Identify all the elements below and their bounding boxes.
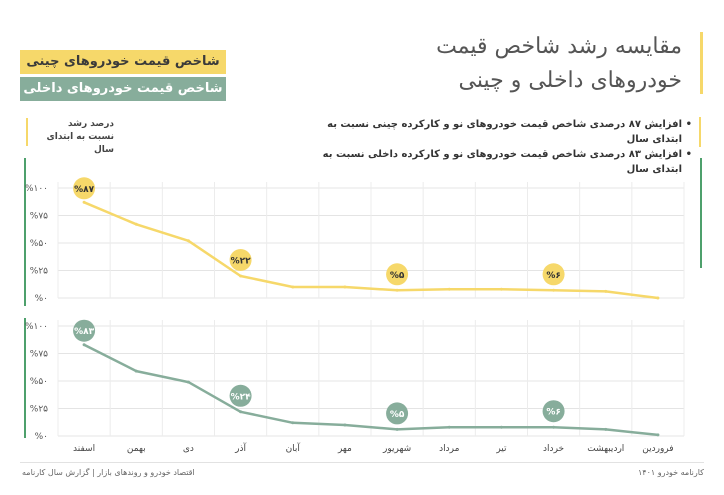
data-point [604, 427, 608, 431]
footer-source: اقتصاد خودرو و روندهای بازار | گزارش سال… [22, 468, 195, 477]
x-tick-label: دی [183, 444, 194, 454]
y-tick-label: %۲۵ [30, 267, 48, 277]
data-point [343, 423, 347, 427]
annotation-label: %۸۳ [74, 327, 95, 337]
x-tick-label: تیر [495, 444, 507, 454]
x-tick-label: اردیبهشت [587, 444, 624, 454]
note-domestic: افزایش ۸۳ درصدی شاخص قیمت خودروهای نو و … [312, 147, 692, 177]
data-point [395, 288, 399, 292]
data-point [239, 410, 243, 414]
y-tick-label: %۰ [35, 432, 48, 442]
annotation-label: %۲۲ [231, 257, 252, 267]
data-point [134, 369, 138, 373]
data-point [499, 287, 503, 291]
x-tick-label: بهمن [127, 444, 146, 454]
data-point [291, 285, 295, 289]
annotation-bubble [73, 319, 96, 342]
data-point [395, 427, 399, 431]
data-point [82, 343, 86, 347]
annotation-bubble [386, 402, 409, 425]
data-point [499, 425, 503, 429]
x-tick-label: آبان [286, 442, 301, 454]
data-point [186, 239, 190, 243]
y-axis-label: درصد رشد نسبت به ابتدای سال [46, 119, 114, 155]
x-tick-label: فروردین [642, 444, 673, 454]
data-point [552, 288, 556, 292]
x-tick-label: آذر [234, 442, 246, 454]
annotation-bubble [542, 400, 565, 423]
note-chinese: افزایش ۸۷ درصدی شاخص قیمت خودروهای نو و … [312, 117, 692, 147]
y-tick-label: %۵۰ [30, 377, 48, 387]
data-point [656, 296, 660, 300]
annotation-label: %۲۴ [231, 392, 252, 402]
x-tick-label: شهریور [382, 444, 411, 454]
series-line-chinese [83, 201, 659, 300]
data-point [656, 433, 660, 437]
annotation-label: %۶ [546, 408, 561, 418]
legend-chinese: شاخص قیمت خودروهای چینی [20, 50, 226, 74]
footer-brand: کارنامه خودرو ۱۴۰۱ [638, 468, 704, 477]
y-tick-label: %۷۵ [30, 350, 48, 360]
y-tick-label: %۱۰۰ [25, 184, 48, 194]
annotation-label: %۵ [390, 410, 405, 420]
y-tick-label: %۲۵ [30, 405, 48, 415]
x-tick-label: اسفند [73, 444, 95, 454]
x-tick-label: مهر [337, 444, 352, 454]
annotation-label: %۶ [546, 271, 561, 281]
legend-domestic: شاخص قیمت خودروهای داخلی [20, 77, 226, 101]
data-point [552, 425, 556, 429]
data-point [82, 200, 86, 204]
data-point [343, 285, 347, 289]
data-point [239, 274, 243, 278]
data-point [186, 380, 190, 384]
annotation-bubble [229, 384, 252, 407]
y-tick-label: %۵۰ [30, 239, 48, 249]
data-point [447, 425, 451, 429]
annotation-bubble [542, 263, 565, 286]
right-accent-bar-top [700, 158, 702, 268]
data-point [604, 289, 608, 293]
x-tick-label: خرداد [543, 444, 564, 454]
y-tick-label: %۱۰۰ [25, 322, 48, 332]
y-tick-label: %۰ [35, 294, 48, 304]
y-axis-label-accent [26, 118, 28, 146]
x-tick-label: مرداد [439, 444, 459, 454]
annotation-bubble [229, 249, 252, 271]
notes-accent-bar [699, 117, 701, 147]
page-title: مقایسه رشد شاخص قیمت خودروهای داخلی و چی… [436, 34, 682, 93]
data-point [291, 421, 295, 425]
left-accent-bar-bottom [24, 318, 26, 438]
annotation-bubble [73, 177, 96, 200]
notes-list: افزایش ۸۷ درصدی شاخص قیمت خودروهای نو و … [312, 117, 692, 177]
data-point [447, 287, 451, 291]
series-line-domestic [83, 343, 659, 437]
annotation-label: %۵ [390, 271, 405, 281]
left-accent-bar-top [24, 158, 26, 306]
title-accent-bar [700, 32, 703, 94]
y-tick-label: %۷۵ [30, 212, 48, 222]
annotation-bubble [386, 263, 409, 286]
annotation-label: %۸۷ [74, 185, 95, 195]
data-point [134, 222, 138, 226]
footer-divider [20, 462, 704, 463]
